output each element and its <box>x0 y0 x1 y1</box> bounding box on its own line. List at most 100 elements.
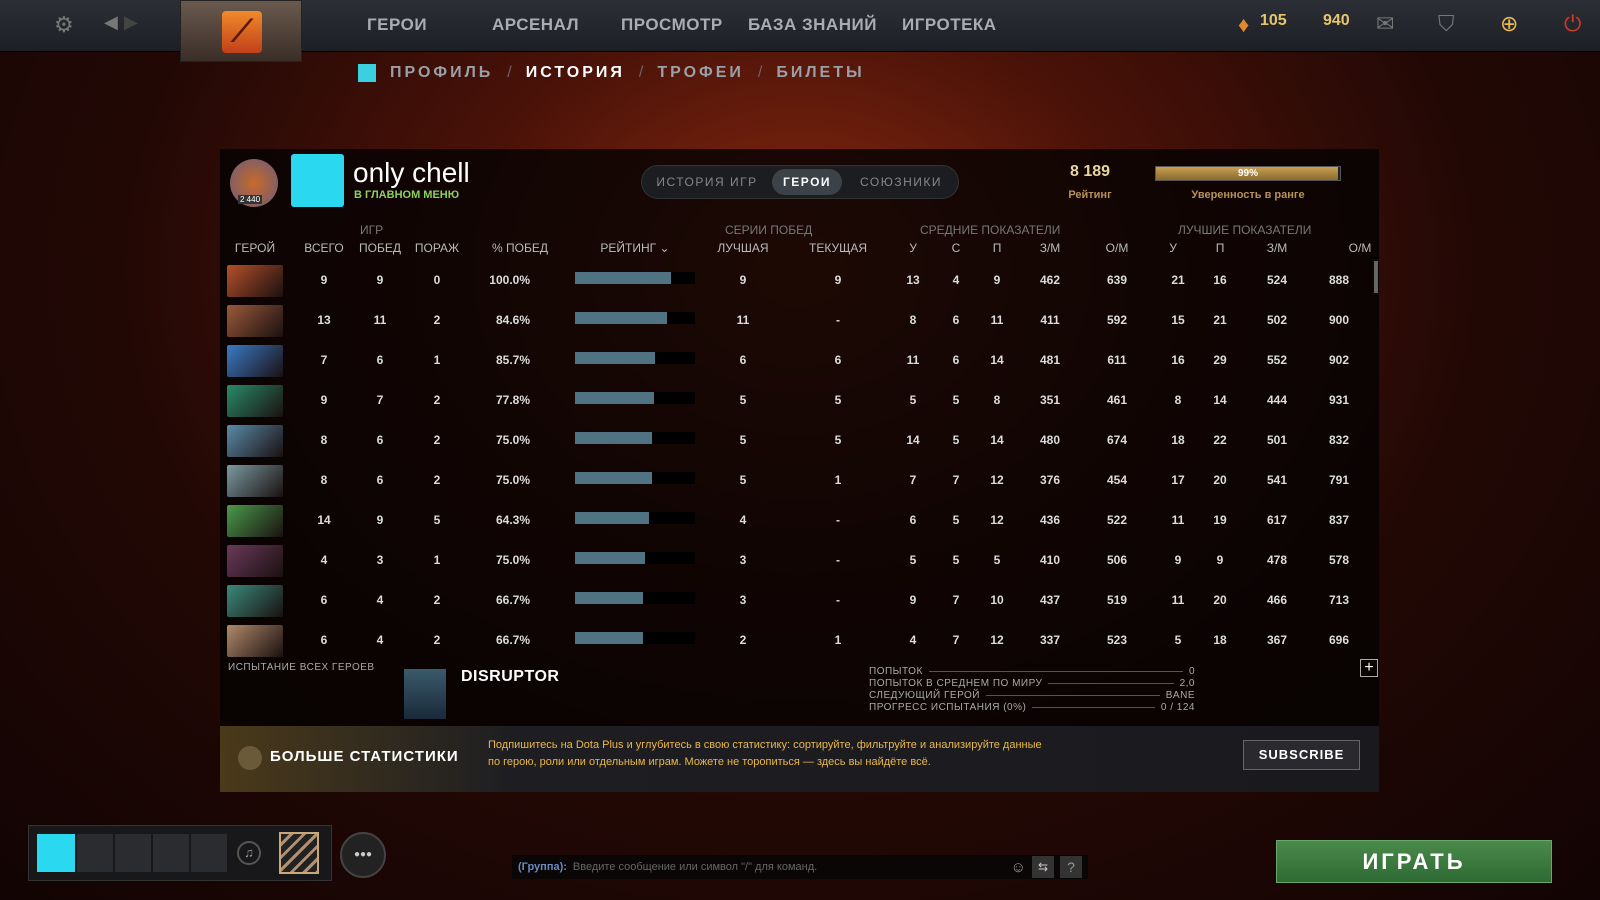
dota-logo[interactable]: ⟋ <box>180 0 302 62</box>
subnav-tickets[interactable]: БИЛЕТЫ <box>776 64 865 81</box>
best-stat: 5 <box>1174 633 1182 647</box>
avg-stat: 14 <box>990 353 1004 367</box>
armory-icon[interactable]: ⛉ <box>1438 11 1455 36</box>
games-wins: 6 <box>376 473 384 487</box>
avg-stat: 351 <box>1039 393 1061 407</box>
best-streak: 3 <box>739 553 747 567</box>
games-total: 8 <box>320 473 328 487</box>
current-streak: 1 <box>834 633 842 647</box>
avg-stat: 7 <box>952 633 960 647</box>
table-row[interactable]: 8 6 2 75.0% 5 1 7 7 12 376 454 17 20 541 791 <box>220 461 1360 501</box>
games-losses: 2 <box>433 313 441 327</box>
tab-heroes[interactable]: ГЕРОИ <box>772 169 842 195</box>
chat-wheel-icon[interactable]: ⇆ <box>1032 856 1054 878</box>
avg-stat: 11 <box>990 313 1004 327</box>
confidence-label: Уверенность в ранге <box>1191 189 1305 201</box>
table-header: ГЕРОЙ ВСЕГО ПОБЕД ПОРАЖ % ПОБЕД РЕЙТИНГ … <box>234 241 1372 255</box>
avg-stat: 14 <box>990 433 1004 447</box>
nav-arcade[interactable]: ИГРОТЕКА <box>902 15 997 34</box>
table-row[interactable]: 8 6 2 75.0% 5 5 14 5 14 480 674 18 22 501 832 <box>220 421 1360 461</box>
avg-stat: 6 <box>909 513 917 527</box>
promo-title: БОЛЬШЕ СТАТИСТИКИ <box>270 748 459 765</box>
hero-portrait <box>227 505 283 537</box>
emoji-icon[interactable]: ☺ <box>1010 858 1026 876</box>
current-streak: - <box>836 513 840 527</box>
table-row[interactable]: 6 4 2 66.7% 3 - 9 7 10 437 519 11 20 466 713 <box>220 581 1360 621</box>
mail-icon[interactable]: ✉ <box>1376 11 1395 36</box>
power-icon[interactable]: ⏻ <box>1564 11 1582 36</box>
voice-chat-icon[interactable]: ♫ <box>237 841 261 865</box>
party-slot-empty[interactable] <box>153 834 189 872</box>
win-rate: 66.7% <box>495 633 530 647</box>
games-wins: 11 <box>373 313 387 327</box>
subnav-trophies[interactable]: ТРОФЕИ <box>657 64 744 81</box>
hero-portrait <box>227 305 283 337</box>
battle-pass-icon[interactable] <box>279 832 319 874</box>
games-losses: 1 <box>433 353 441 367</box>
dota-plus-icon <box>238 746 262 770</box>
win-rate: 66.7% <box>495 593 530 607</box>
dota-plus-icon[interactable]: ⊕ <box>1500 11 1519 36</box>
challenge-stat-value: 0 <box>1188 665 1195 677</box>
help-button[interactable]: ? <box>1060 856 1082 878</box>
best-stat: 29 <box>1213 353 1227 367</box>
tab-allies[interactable]: СОЮЗНИКИ <box>859 175 942 189</box>
table-row[interactable]: 9 9 0 100.0% 9 9 13 4 9 462 639 21 16 524 888 <box>220 261 1360 301</box>
avatar[interactable] <box>291 154 344 207</box>
back-icon[interactable]: ◀ <box>104 12 118 32</box>
games-wins: 4 <box>376 593 384 607</box>
best-stat: 541 <box>1266 473 1288 487</box>
best-stat: 617 <box>1266 513 1288 527</box>
nav-armory[interactable]: АРСЕНАЛ <box>492 15 579 34</box>
table-row[interactable]: 9 7 2 77.8% 5 5 5 5 8 351 461 8 14 444 931 <box>220 381 1360 421</box>
play-button[interactable]: ИГРАТЬ <box>1276 840 1552 883</box>
party-slot-self[interactable] <box>37 834 75 872</box>
party-slot-empty[interactable] <box>191 834 227 872</box>
games-wins: 4 <box>376 633 384 647</box>
avg-stat: 481 <box>1039 353 1061 367</box>
best-stat: 20 <box>1213 593 1227 607</box>
avg-stat: 6 <box>952 353 960 367</box>
table-row[interactable]: 4 3 1 75.0% 3 - 5 5 5 410 506 9 9 478 578 <box>220 541 1360 581</box>
nav-heroes[interactable]: ГЕРОИ <box>367 15 428 34</box>
hero-portrait <box>227 545 283 577</box>
chat-input[interactable]: (Группа): Введите сообщение или символ "… <box>512 855 1088 879</box>
challenge-stat-value: 0 / 124 <box>1160 701 1195 713</box>
best-streak: 2 <box>739 633 747 647</box>
nav-watch[interactable]: ПРОСМОТР <box>621 15 723 34</box>
best-stat: 902 <box>1328 353 1350 367</box>
challenge-title: ИСПЫТАНИЕ ВСЕХ ГЕРОЕВ <box>228 662 375 673</box>
subnav-profile[interactable]: ПРОФИЛЬ <box>390 64 494 81</box>
table-row[interactable]: 7 6 1 85.7% 6 6 11 6 14 481 611 16 29 552 902 <box>220 341 1360 381</box>
win-rate: 64.3% <box>495 513 530 527</box>
avg-stat: 7 <box>909 473 917 487</box>
avg-stat: 5 <box>952 553 960 567</box>
gear-icon[interactable]: ⚙ <box>54 12 74 37</box>
friends-icon[interactable]: ●●● <box>340 832 386 878</box>
subnav-history[interactable]: ИСТОРИЯ <box>525 64 625 81</box>
games-losses: 2 <box>433 633 441 647</box>
scrollbar[interactable] <box>1374 261 1378 293</box>
best-stat: 444 <box>1266 393 1288 407</box>
shard-icon: ♦ <box>1238 12 1250 37</box>
best-streak: 5 <box>739 393 747 407</box>
party-slot-empty[interactable] <box>115 834 151 872</box>
subscribe-button[interactable]: SUBSCRIBE <box>1243 740 1360 770</box>
party-slot-empty[interactable] <box>77 834 113 872</box>
avg-stat: 437 <box>1039 593 1061 607</box>
current-streak: - <box>836 553 840 567</box>
best-stat: 502 <box>1266 313 1288 327</box>
table-row[interactable]: 13 11 2 84.6% 11 - 8 6 11 411 592 15 21 502 900 <box>220 301 1360 341</box>
table-row[interactable]: 14 9 5 64.3% 4 - 6 5 12 436 522 11 19 617 837 <box>220 501 1360 541</box>
promo-text-2: по герою, роли или отдельным играм. Може… <box>488 756 931 768</box>
table-row[interactable]: 6 4 2 66.7% 2 1 4 7 12 337 523 5 18 367 696 <box>220 621 1360 661</box>
expand-plus-icon[interactable]: + <box>1360 659 1378 677</box>
best-streak: 3 <box>739 593 747 607</box>
best-stat: 15 <box>1171 313 1185 327</box>
best-stat: 16 <box>1171 353 1185 367</box>
hero-portrait <box>227 465 283 497</box>
tab-match-history[interactable]: ИСТОРИЯ ИГР <box>656 175 758 189</box>
nav-learn[interactable]: БАЗА ЗНАНИЙ <box>748 15 877 34</box>
forward-icon[interactable]: ▶ <box>124 12 138 32</box>
win-rate: 100.0% <box>489 273 530 287</box>
